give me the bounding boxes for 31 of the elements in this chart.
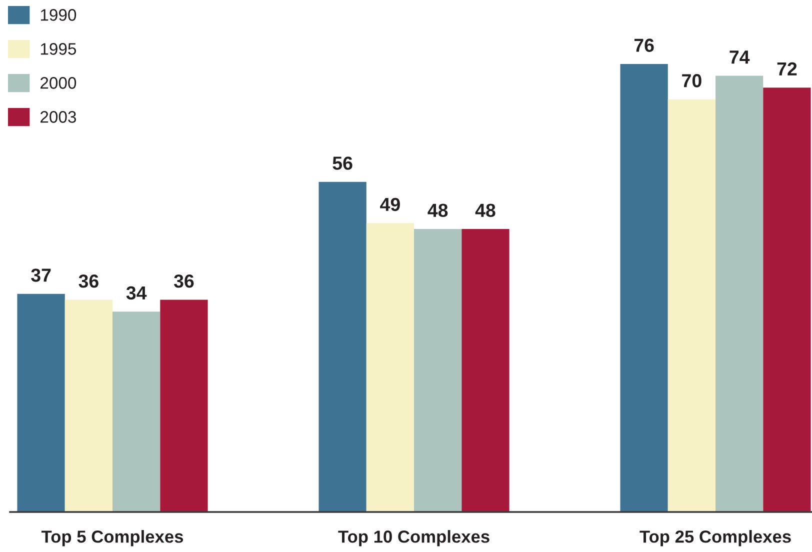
legend-label: 2003 xyxy=(40,111,76,123)
bar xyxy=(112,312,160,512)
bar xyxy=(763,88,811,512)
bar xyxy=(160,300,208,512)
legend-label: 1995 xyxy=(40,43,76,55)
bar xyxy=(366,223,414,512)
data-label: 74 xyxy=(730,50,750,64)
bar xyxy=(17,294,65,512)
bar xyxy=(414,229,462,512)
x-tick-label: Top 25 Complexes xyxy=(640,530,791,546)
data-label: 49 xyxy=(380,198,400,212)
legend-label: 1990 xyxy=(40,9,76,21)
bar xyxy=(620,64,668,512)
bar xyxy=(716,76,764,512)
legend-label: 2000 xyxy=(40,77,76,89)
data-label: 56 xyxy=(332,156,352,170)
data-label: 34 xyxy=(126,286,147,300)
x-tick-label: Top 5 Complexes xyxy=(41,530,184,546)
bar xyxy=(64,300,113,512)
data-label: 37 xyxy=(31,268,51,282)
data-label: 36 xyxy=(174,274,194,288)
x-tick-label: Top 10 Complexes xyxy=(338,530,490,546)
bar xyxy=(462,229,510,512)
bar xyxy=(318,182,366,512)
data-label: 48 xyxy=(475,204,496,218)
data-label: 36 xyxy=(78,274,98,288)
data-label: 70 xyxy=(682,74,702,88)
bar xyxy=(668,99,716,512)
data-label: 48 xyxy=(428,204,448,218)
data-label: 72 xyxy=(777,62,797,76)
data-label: 76 xyxy=(634,38,654,52)
